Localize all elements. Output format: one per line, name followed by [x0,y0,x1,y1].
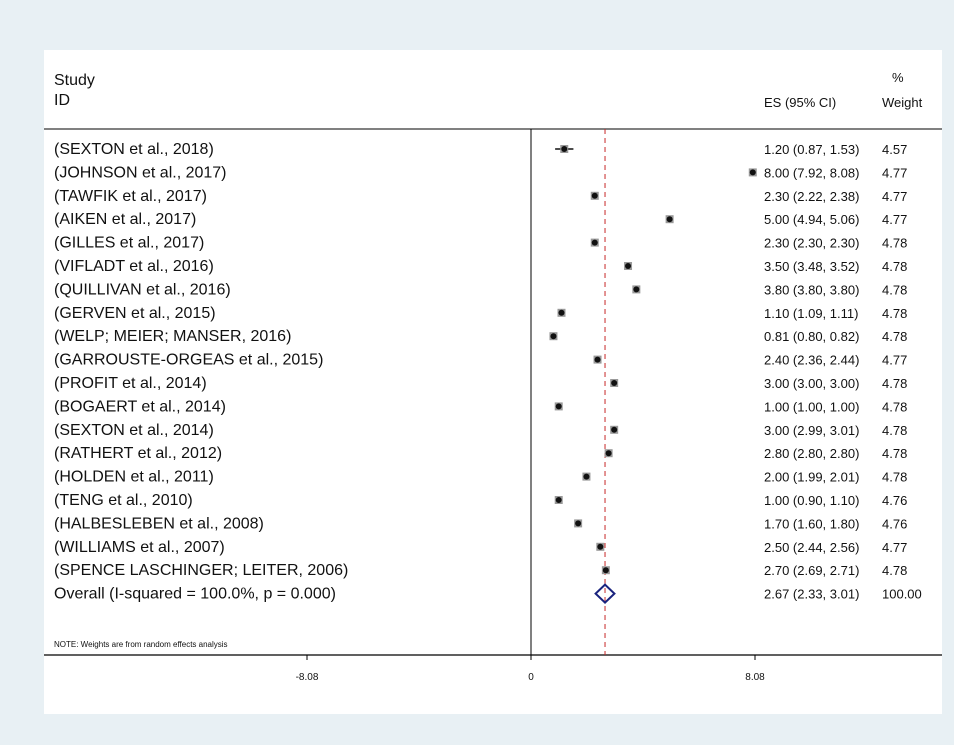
study-es-ci: 5.00 (4.94, 5.06) [764,212,859,227]
header-id: ID [54,92,70,109]
study-point [558,309,565,316]
study-es-ci: 3.80 (3.80, 3.80) [764,282,859,297]
study-weight: 4.78 [882,470,907,485]
study-point [633,286,640,293]
study-weight: 4.78 [882,446,907,461]
x-tick-label: 8.08 [745,672,765,683]
study-label: (SEXTON et al., 2014) [54,422,214,439]
study-weight: 4.77 [882,353,907,368]
study-weight: 4.78 [882,259,907,274]
study-weight: 4.78 [882,399,907,414]
forest-plot-svg: (SEXTON et al., 2018) 1.20 (0.87, 1.53) 4.… [44,128,942,683]
study-label: (TAWFIK et al., 2017) [54,188,207,205]
study-weight: 4.78 [882,282,907,297]
study-es-ci: 1.00 (1.00, 1.00) [764,399,859,414]
study-label: (QUILLIVAN et al., 2016) [54,281,231,298]
study-weight: 4.77 [882,189,907,204]
study-weight: 4.76 [882,493,907,508]
study-weight: 4.78 [882,236,907,251]
study-label: (HALBESLEBEN et al., 2008) [54,515,264,532]
study-label: (AIKEN et al., 2017) [54,211,196,228]
x-tick-label: 0 [528,672,534,683]
study-point [666,216,673,223]
study-es-ci: 1.70 (1.60, 1.80) [764,516,859,531]
study-label: (GILLES et al., 2017) [54,235,204,252]
x-tick-label: -8.08 [296,672,319,683]
study-label: (WELP; MEIER; MANSER, 2016) [54,328,291,345]
study-weight: 4.78 [882,306,907,321]
study-es-ci: 2.30 (2.22, 2.38) [764,189,859,204]
header-weight: Weight [882,95,923,110]
study-point [555,497,562,503]
study-es-ci: 2.40 (2.36, 2.44) [764,353,859,368]
study-point [625,263,632,269]
study-label: (TENG et al., 2010) [54,492,193,509]
study-label: (WILLIAMS et al., 2007) [54,539,225,556]
study-weight: 4.77 [882,165,907,180]
study-label: (RATHERT et al., 2012) [54,445,222,462]
study-weight: 4.76 [882,516,907,531]
header-study: Study [54,72,95,89]
study-label: (JOHNSON et al., 2017) [54,164,227,181]
study-point [591,239,598,246]
study-point [591,192,598,199]
study-label: (VIFLADT et al., 2016) [54,258,214,275]
study-point [575,520,582,527]
study-es-ci: 2.50 (2.44, 2.56) [764,540,859,555]
study-label: (PROFIT et al., 2014) [54,375,207,392]
study-es-ci: 1.20 (0.87, 1.53) [764,142,859,157]
study-label: (GARROUSTE-ORGEAS et al., 2015) [54,352,323,369]
header-es: ES (95% CI) [764,95,837,110]
overall-diamond [594,583,616,604]
study-es-ci: 2.70 (2.69, 2.71) [764,563,859,578]
study-point [611,380,618,386]
study-point [611,426,618,433]
study-es-ci: 8.00 (7.92, 8.08) [764,165,859,180]
study-weight: 4.78 [882,423,907,438]
overall-es-ci: 2.67 (2.33, 3.01) [764,587,859,602]
study-weight: 4.78 [882,376,907,391]
overall-weight: 100.00 [882,587,922,602]
study-label: (GERVEN et al., 2015) [54,305,216,322]
overall-label: Overall (I-squared = 100.0%, p = 0.000) [54,586,336,603]
study-label: (SPENCE LASCHINGER; LEITER, 2006) [54,562,348,579]
study-label: (HOLDEN et al., 2011) [54,469,214,486]
study-weight: 4.78 [882,563,907,578]
study-weight: 4.77 [882,540,907,555]
study-point [550,333,557,340]
study-es-ci: 3.50 (3.48, 3.52) [764,259,859,274]
study-point [561,146,568,152]
study-es-ci: 3.00 (3.00, 3.00) [764,376,859,391]
study-weight: 4.77 [882,212,907,227]
study-weight: 4.78 [882,329,907,344]
study-weight: 4.57 [882,142,907,157]
study-point [594,356,601,363]
study-point [597,543,604,550]
study-point [555,403,562,410]
study-point [749,169,756,176]
study-point [602,567,609,574]
study-es-ci: 2.00 (1.99, 2.01) [764,470,859,485]
study-es-ci: 0.81 (0.80, 0.82) [764,329,859,344]
study-es-ci: 1.10 (1.09, 1.11) [764,306,858,321]
study-label: (BOGAERT et al., 2014) [54,398,226,415]
study-es-ci: 2.30 (2.30, 2.30) [764,236,859,251]
header-pct: % [892,70,904,85]
study-label: (SEXTON et al., 2018) [54,141,214,158]
study-es-ci: 2.80 (2.80, 2.80) [764,446,859,461]
weights-note: NOTE: Weights are from random effects an… [54,640,228,649]
study-point [605,450,612,457]
study-point [583,473,590,480]
forest-plot-panel: Study ID % ES (95% CI) Weight (SEXTON et… [44,50,942,714]
study-es-ci: 1.00 (0.90, 1.10) [764,493,859,508]
study-es-ci: 3.00 (2.99, 3.01) [764,423,859,438]
